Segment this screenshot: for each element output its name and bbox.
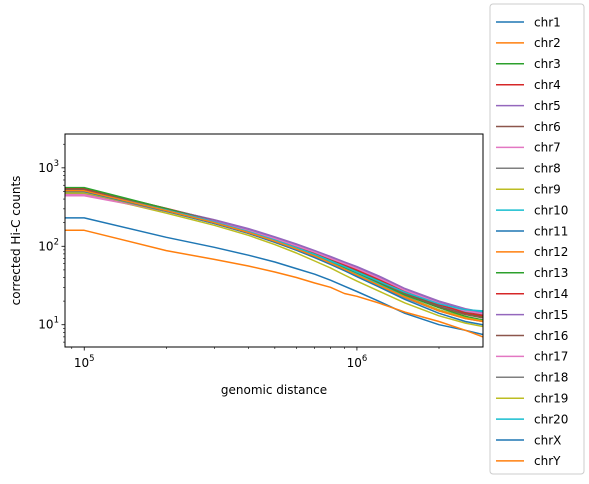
legend-label-chr11: chr11: [534, 224, 568, 238]
series-layer: [65, 186, 483, 338]
legend-label-chr17: chr17: [534, 350, 568, 364]
legend-label-chr6: chr6: [534, 120, 561, 134]
plot-frame: [64, 133, 484, 348]
legend-label-chrX: chrX: [534, 433, 561, 447]
legend-label-chr4: chr4: [534, 78, 561, 92]
legend-label-chr12: chr12: [534, 245, 568, 259]
y-axis-label: corrected Hi-C counts: [9, 176, 23, 306]
legend: chr1 chr2 chr3 chr4 chr5 chr6 chr7 chr8 chr9 chr1…: [489, 3, 585, 475]
series-line-chr11: [65, 217, 483, 336]
legend-label-chr5: chr5: [534, 99, 561, 113]
x-axis-label: genomic distance: [221, 383, 327, 397]
legend-label-chr2: chr2: [534, 36, 561, 50]
series-line-chr9: [65, 192, 483, 328]
legend-label-chr13: chr13: [534, 266, 568, 280]
legend-label-chrY: chrY: [534, 454, 561, 468]
legend-label-chr19: chr19: [534, 392, 568, 406]
x-tick-label: 105: [74, 354, 95, 370]
legend-label-chr10: chr10: [534, 203, 568, 217]
legend-label-chr18: chr18: [534, 371, 568, 385]
series-line-chr12: [65, 229, 483, 338]
y-tick-label: 101: [38, 316, 59, 332]
legend-label-chr9: chr9: [534, 183, 561, 197]
y-tick-label: 103: [38, 159, 59, 175]
legend-label-chr20: chr20: [534, 412, 568, 426]
legend-label-chr8: chr8: [534, 162, 561, 176]
legend-label-chr3: chr3: [534, 57, 561, 71]
ticks-layer: 105 106 101 102 103: [38, 143, 440, 370]
legend-label-chr7: chr7: [534, 141, 561, 155]
series-line-chrY: [65, 190, 483, 323]
legend-label-chr16: chr16: [534, 329, 568, 343]
x-tick-label: 106: [347, 354, 368, 370]
legend-label-chr1: chr1: [534, 15, 561, 29]
y-tick-label: 102: [38, 237, 59, 253]
legend-label-chr15: chr15: [534, 308, 568, 322]
legend-label-chr14: chr14: [534, 287, 568, 301]
